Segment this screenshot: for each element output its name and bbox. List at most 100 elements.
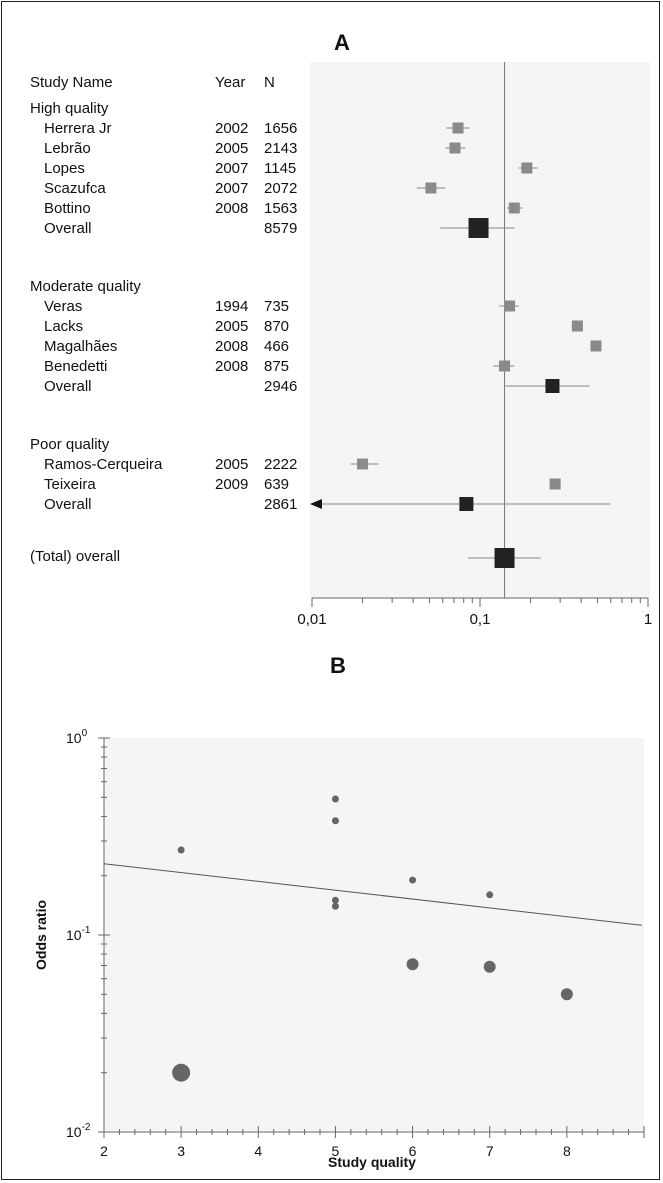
group-1-study-0-estimate-marker — [504, 300, 516, 312]
group-1-label: Moderate quality — [30, 278, 141, 295]
group-0-study-3-name: Scazufca — [44, 180, 106, 197]
group-2-overall-ci-arrow — [310, 499, 322, 509]
group-2-overall-estimate-marker — [459, 497, 474, 511]
scatter-point-7 — [406, 958, 419, 971]
group-1-study-3-estimate-marker — [499, 360, 511, 372]
group-0-study-4-estimate-marker — [508, 202, 520, 214]
group-0-study-4-name: Bottino — [44, 200, 91, 217]
scatter-point-5 — [331, 902, 339, 910]
group-0-study-1-n: 2143 — [264, 140, 297, 157]
scatter-y-tick-label: 10-2 — [66, 1122, 91, 1140]
group-1-study-2-estimate-marker — [590, 340, 602, 352]
panel-b-title: B — [330, 653, 346, 678]
group-1-study-1-name: Lacks — [44, 318, 83, 335]
forest-plot-panel-a: A Study Name Year N High quality Herrera … — [30, 30, 652, 628]
group-1-study-0-name: Veras — [44, 298, 82, 315]
group-1-study-0-year: 1994 — [215, 298, 248, 315]
scatter-point-4 — [331, 896, 339, 904]
group-2-study-0-estimate-marker — [357, 458, 369, 470]
scatter-point-6 — [409, 876, 417, 884]
group-2-study-1-year: 2009 — [215, 476, 248, 493]
group-1-study-3-n: 875 — [264, 358, 289, 375]
group-0-study-2-name: Lopes — [44, 160, 85, 177]
group-2-study-1-name: Teixeira — [44, 476, 96, 493]
scatter-x-tick-label: 6 — [409, 1143, 417, 1159]
group-0-study-4-n: 1563 — [264, 200, 297, 217]
total-overall-estimate-marker — [494, 548, 515, 568]
group-2-overall-label: Overall — [44, 496, 92, 513]
scatter-regression-line — [103, 863, 643, 926]
group-0-study-2-n: 1145 — [264, 160, 296, 177]
panel-a-title: A — [334, 30, 350, 55]
forest-x-tick-label: 0,1 — [470, 611, 491, 628]
forest-x-tick-label: 0,01 — [297, 611, 326, 628]
group-1-study-0-n: 735 — [264, 298, 289, 315]
scatter-point-0 — [177, 846, 185, 854]
group-0-study-3-n: 2072 — [264, 180, 297, 197]
group-1-study-2-n: 466 — [264, 338, 289, 355]
group-0-study-3-estimate-marker — [425, 182, 437, 194]
group-2-study-0-name: Ramos-Cerqueira — [44, 456, 163, 473]
group-0-study-3-year: 2007 — [215, 180, 248, 197]
scatter-x-tick-label: 5 — [332, 1143, 340, 1159]
group-0-overall-n: 8579 — [264, 220, 297, 237]
group-0-study-4-year: 2008 — [215, 200, 248, 217]
scatter-plot-panel-b: B 2 3 4 5 6 7 8 100 10-1 10-2 Study quality Odds … — [33, 653, 645, 1170]
group-1-study-3-name: Benedetti — [44, 358, 107, 375]
group-1-study-1-estimate-marker — [571, 320, 583, 332]
group-2-study-1-estimate-marker — [549, 478, 561, 490]
group-1-overall-n: 2946 — [264, 378, 297, 395]
scatter-x-tick-label: 8 — [563, 1143, 571, 1159]
group-0-study-1-year: 2005 — [215, 140, 248, 157]
group-0-study-2-estimate-marker — [521, 162, 533, 174]
column-header-study: Study Name — [30, 74, 113, 91]
group-2-study-1-n: 639 — [264, 476, 289, 493]
scatter-x-tick-label: 7 — [486, 1143, 494, 1159]
forest-plot-area — [310, 62, 650, 598]
scatter-point-3 — [331, 817, 339, 825]
group-1-study-1-year: 2005 — [215, 318, 248, 335]
group-2-study-0-year: 2005 — [215, 456, 248, 473]
group-0-study-2-year: 2007 — [215, 160, 248, 177]
total-overall-label: (Total) overall — [30, 548, 120, 565]
scatter-point-1 — [172, 1063, 191, 1082]
column-header-year: Year — [215, 74, 245, 91]
scatter-x-tick-label: 4 — [254, 1143, 262, 1159]
group-2-study-0-n: 2222 — [264, 456, 297, 473]
scatter-point-8 — [486, 891, 494, 899]
group-1-overall-estimate-marker — [545, 379, 560, 393]
scatter-plot-area — [104, 738, 644, 1132]
scatter-axes: 2 3 4 5 6 7 8 100 10-1 10-2 — [66, 728, 645, 1159]
scatter-point-10 — [560, 988, 573, 1001]
scatter-x-label: Study quality — [328, 1154, 416, 1170]
group-1-study-3-year: 2008 — [215, 358, 248, 375]
scatter-y-tick-label: 100 — [66, 728, 88, 746]
group-1-study-1-n: 870 — [264, 318, 289, 335]
forest-x-tick-label: 1 — [644, 611, 652, 628]
scatter-x-tick-label: 3 — [177, 1143, 185, 1159]
scatter-point-9 — [483, 960, 496, 973]
group-0-study-1-name: Lebrão — [44, 140, 91, 157]
group-2-overall-n: 2861 — [264, 496, 297, 513]
group-0-study-0-name: Herrera Jr — [44, 120, 112, 137]
group-0-study-1-estimate-marker — [449, 142, 461, 154]
group-1-overall-label: Overall — [44, 378, 92, 395]
group-2-label: Poor quality — [30, 436, 110, 453]
scatter-y-label: Odds ratio — [33, 900, 49, 970]
group-0-overall-label: Overall — [44, 220, 92, 237]
scatter-points — [103, 795, 643, 1082]
group-0-study-0-estimate-marker — [452, 122, 464, 134]
group-1-study-2-year: 2008 — [215, 338, 248, 355]
group-0-overall-estimate-marker — [468, 218, 489, 238]
column-header-n: N — [264, 74, 275, 91]
scatter-y-tick-label: 10-1 — [66, 925, 91, 943]
group-0-study-0-n: 1656 — [264, 120, 297, 137]
scatter-point-2 — [331, 795, 339, 803]
scatter-x-tick-label: 2 — [100, 1143, 108, 1159]
group-1-study-2-name: Magalhães — [44, 338, 117, 355]
forest-x-axis: 0,01 0,1 1 — [297, 597, 652, 628]
group-0-label: High quality — [30, 100, 109, 117]
group-0-study-0-year: 2002 — [215, 120, 248, 137]
